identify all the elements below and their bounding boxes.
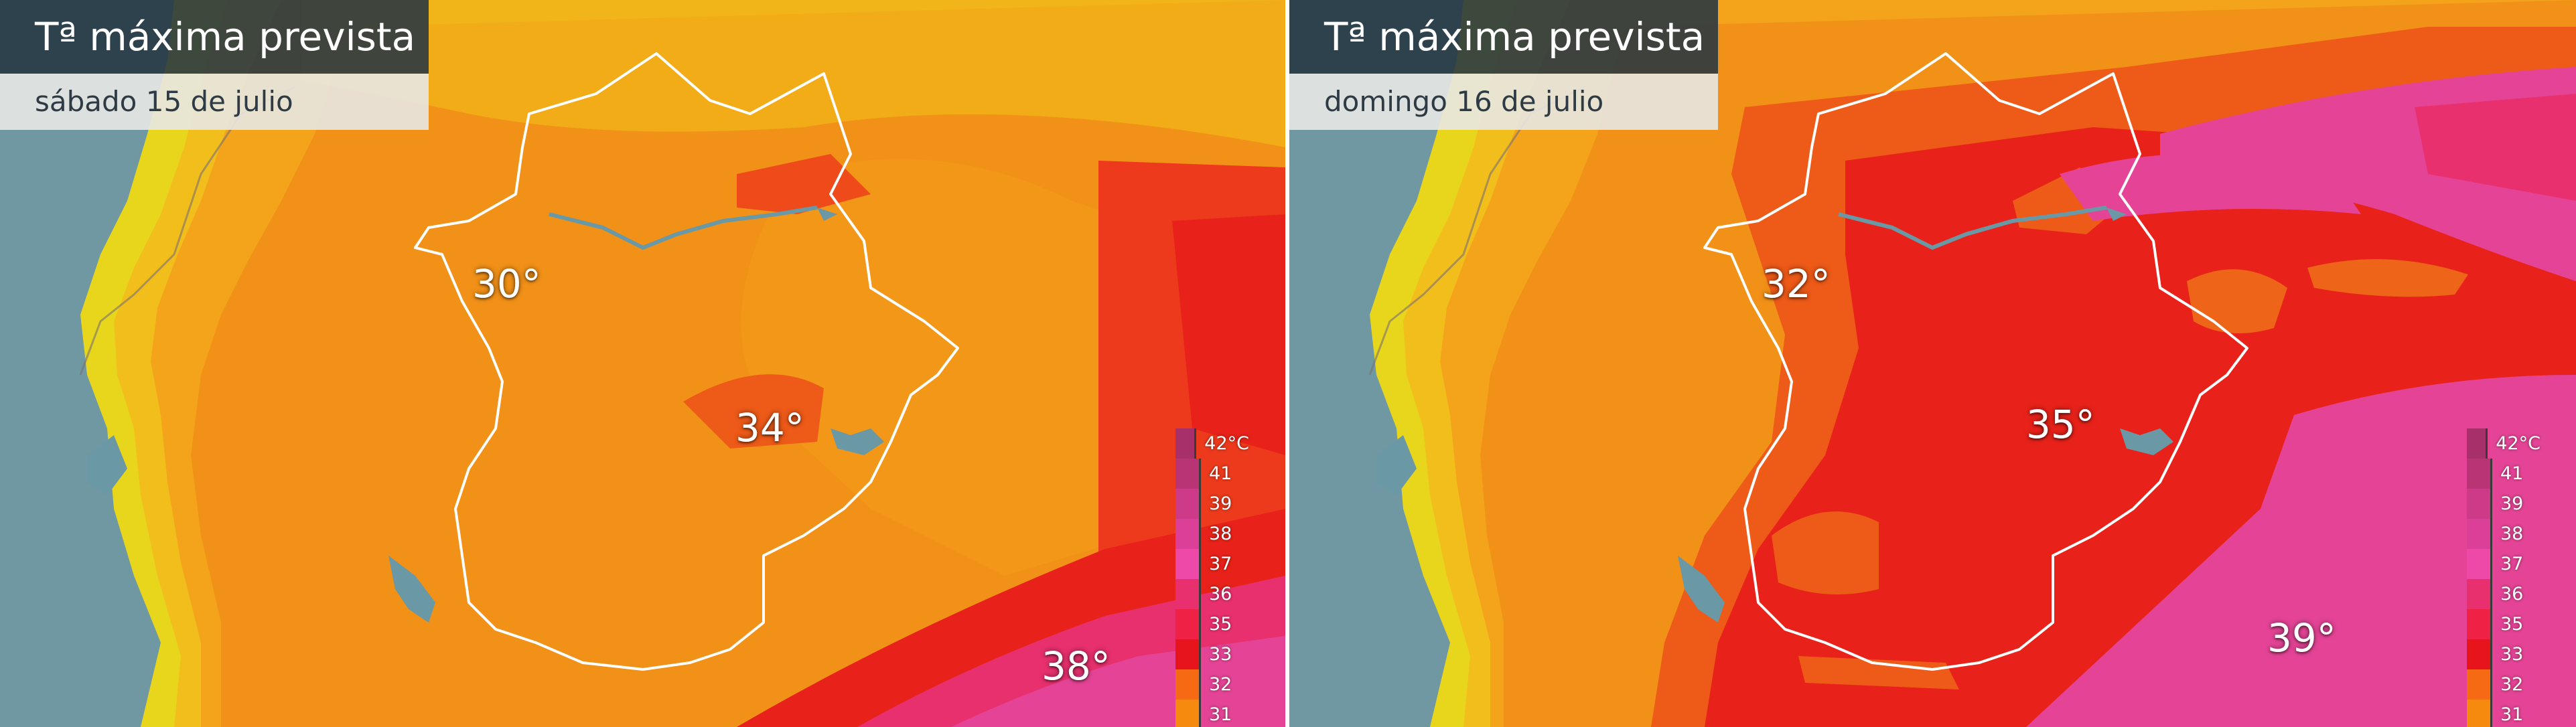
legend-item: 31 (2467, 700, 2541, 727)
legend-label: 42°C (1204, 433, 1249, 454)
legend-swatch (1175, 700, 1201, 727)
legend-item: 41 (1175, 459, 1249, 489)
legend-label: 37 (1209, 554, 1232, 574)
legend-item: 41 (2467, 459, 2541, 489)
temperature-label: 30° (472, 261, 541, 307)
legend-item: 32 (2467, 669, 2541, 700)
legend-swatch (2467, 579, 2492, 609)
legend-swatch (1175, 669, 1201, 700)
legend-swatch (2467, 549, 2492, 579)
legend-swatch (1175, 489, 1201, 519)
legend-label: 33 (1209, 644, 1232, 665)
legend-swatch (2467, 700, 2492, 727)
legend-swatch (1175, 639, 1201, 669)
temperature-legend: 42°C 41 39 38 37 36 35 33 32 31 (2467, 428, 2541, 727)
legend-item: 37 (1175, 549, 1249, 579)
legend-label: 35 (2500, 614, 2524, 635)
legend-label: 31 (1209, 704, 1232, 725)
legend-label: 31 (2500, 704, 2524, 725)
legend-label: 42°C (2496, 433, 2541, 454)
temperature-map (1289, 0, 2576, 727)
legend-label: 41 (1209, 463, 1232, 484)
legend-item: 38 (2467, 519, 2541, 549)
legend-item: 36 (2467, 579, 2541, 609)
temperature-label: 39° (2267, 615, 2336, 661)
legend-swatch (1175, 459, 1201, 489)
legend-swatch (2467, 609, 2492, 639)
legend-label: 39 (1209, 493, 1232, 514)
legend-swatch (2467, 669, 2492, 700)
legend-swatch (2467, 639, 2492, 669)
legend-item: 37 (2467, 549, 2541, 579)
legend-swatch (1175, 519, 1201, 549)
legend-label: 41 (2500, 463, 2524, 484)
legend-label: 36 (2500, 584, 2524, 604)
temperature-legend: 42°C 41 39 38 37 36 35 33 32 31 (1175, 428, 1249, 727)
legend-item: 33 (2467, 639, 2541, 669)
temperature-label: 32° (1762, 261, 1831, 307)
legend-label: 38 (1209, 523, 1232, 544)
legend-swatch (1175, 579, 1201, 609)
legend-item: 32 (1175, 669, 1249, 700)
legend-item: 35 (2467, 609, 2541, 639)
forecast-date: domingo 16 de julio (1289, 74, 1718, 130)
legend-swatch (1175, 549, 1201, 579)
legend-label: 32 (1209, 674, 1232, 695)
legend-item: 42°C (1175, 428, 1249, 459)
legend-item: 35 (1175, 609, 1249, 639)
legend-swatch (1175, 428, 1197, 459)
forecast-date: sábado 15 de julio (0, 74, 429, 130)
legend-swatch (2467, 428, 2488, 459)
legend-item: 39 (1175, 489, 1249, 519)
temperature-label: 34° (735, 405, 804, 451)
legend-label: 39 (2500, 493, 2524, 514)
legend-label: 33 (2500, 644, 2524, 665)
legend-label: 35 (1209, 614, 1232, 635)
temperature-label: 35° (2026, 402, 2095, 447)
legend-swatch (2467, 519, 2492, 549)
panel-divider (1285, 0, 1289, 727)
legend-label: 32 (2500, 674, 2524, 695)
legend-item: 42°C (2467, 428, 2541, 459)
legend-label: 37 (2500, 554, 2524, 574)
legend-item: 38 (1175, 519, 1249, 549)
legend-label: 38 (2500, 523, 2524, 544)
legend-label: 36 (1209, 584, 1232, 604)
legend-item: 36 (1175, 579, 1249, 609)
legend-item: 33 (1175, 639, 1249, 669)
legend-swatch (1175, 609, 1201, 639)
map-panel-saturday: Tª máxima prevista sábado 15 de julio 30… (0, 0, 1285, 727)
legend-item: 31 (1175, 700, 1249, 727)
legend-swatch (2467, 489, 2492, 519)
map-title: Tª máxima prevista (1289, 0, 1718, 74)
map-title: Tª máxima prevista (0, 0, 429, 74)
temperature-label: 38° (1042, 643, 1111, 689)
map-panel-sunday: Tª máxima prevista domingo 16 de julio 3… (1289, 0, 2576, 727)
temperature-map (0, 0, 1285, 727)
legend-item: 39 (2467, 489, 2541, 519)
legend-swatch (2467, 459, 2492, 489)
